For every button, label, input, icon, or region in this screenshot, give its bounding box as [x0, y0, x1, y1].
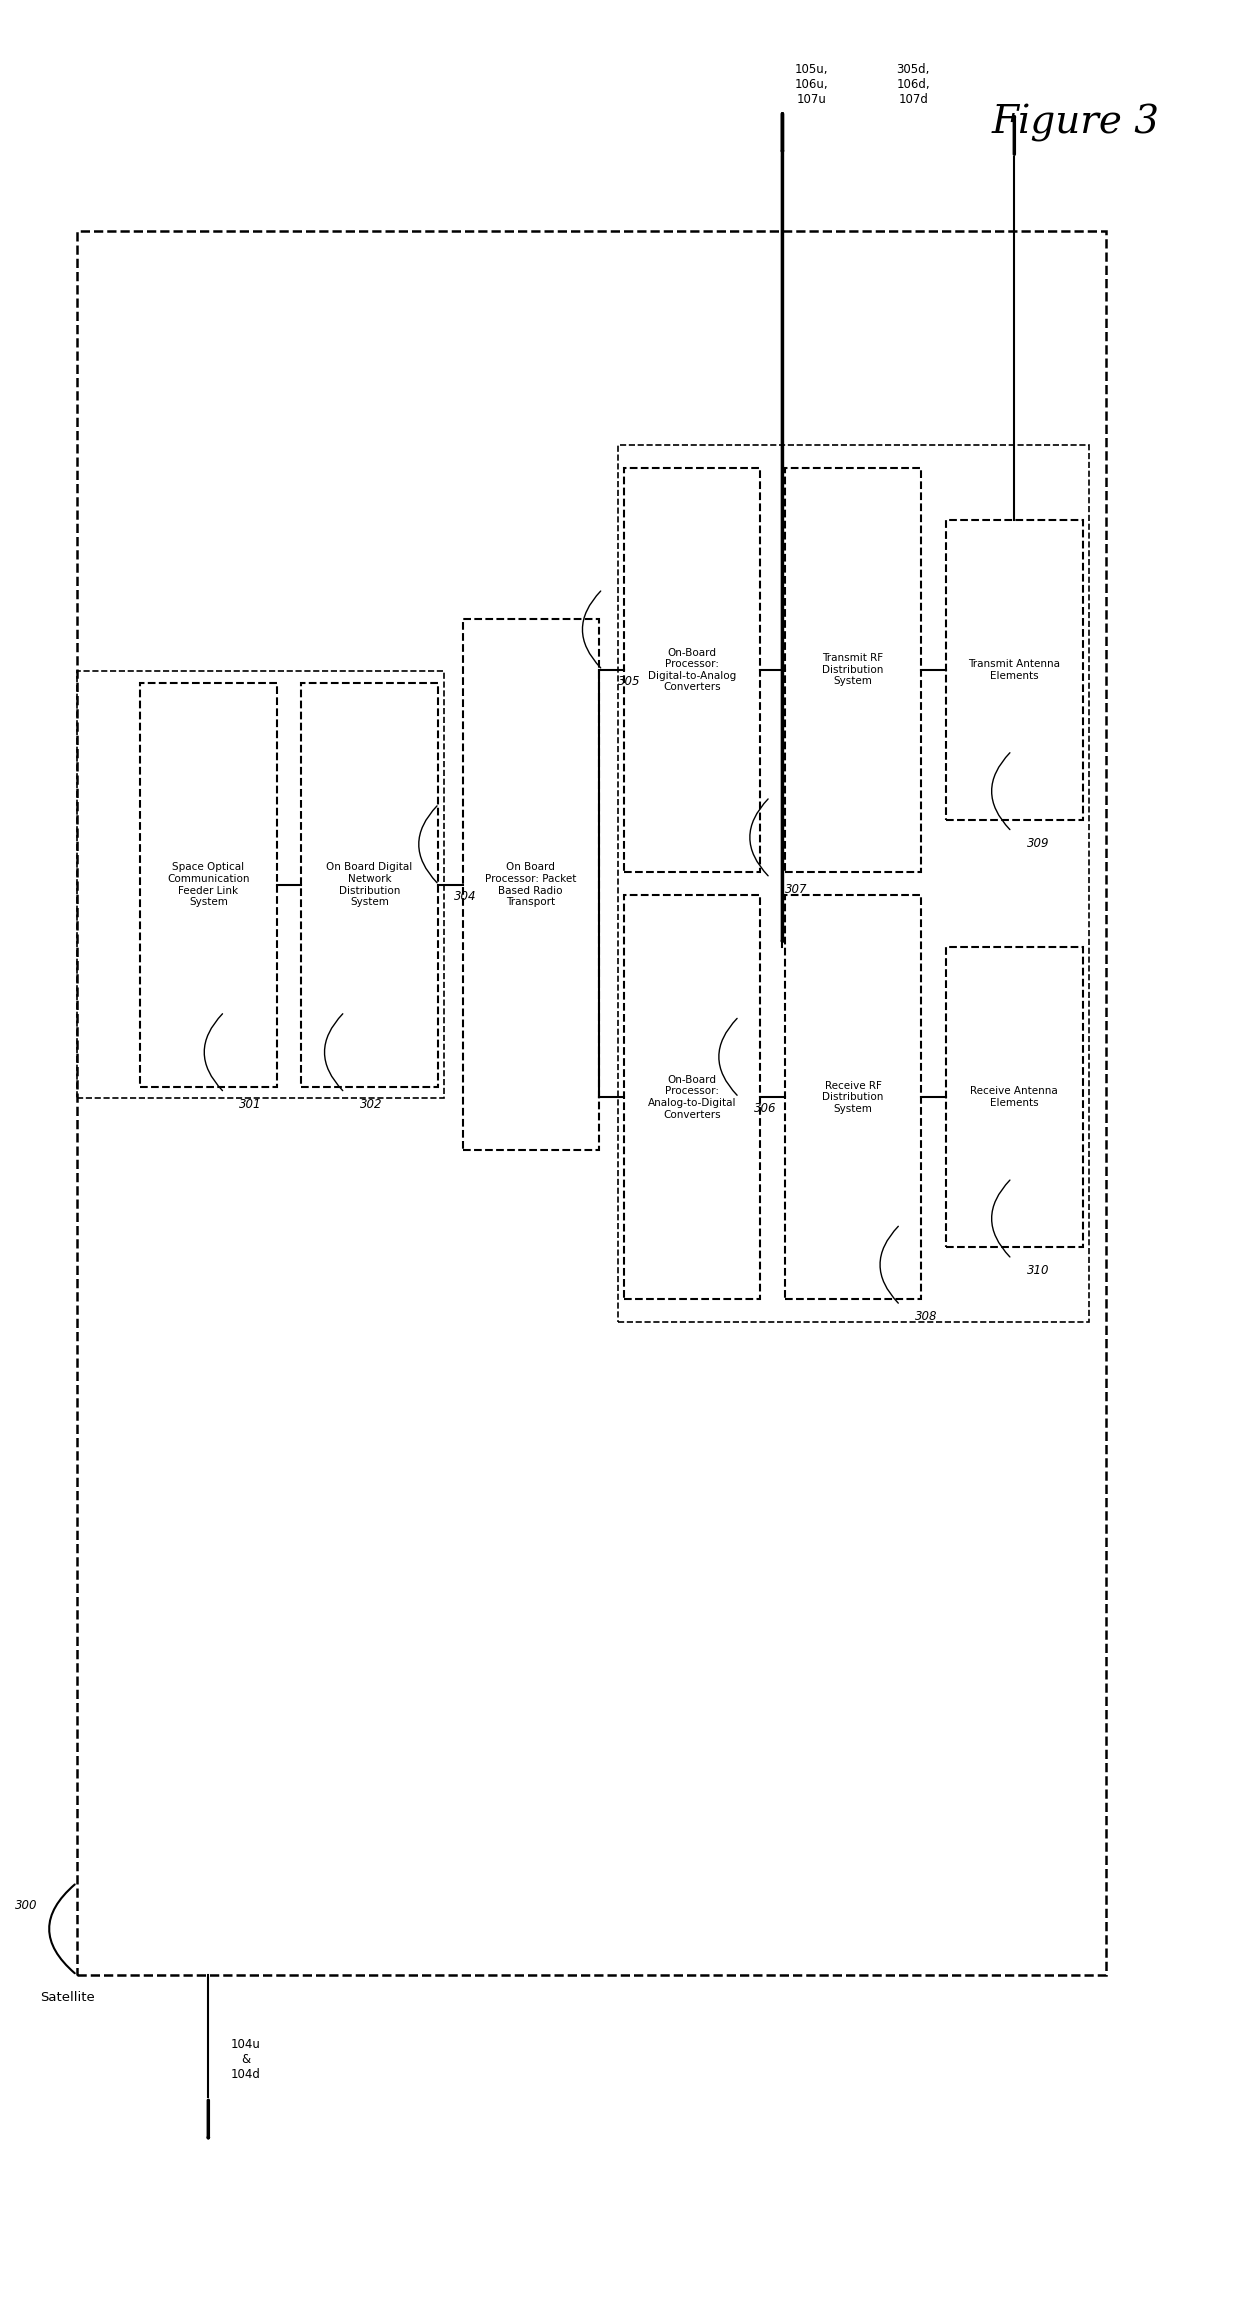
- Bar: [463, 619, 599, 1150]
- Bar: [140, 684, 277, 1088]
- Bar: [946, 947, 1083, 1247]
- Text: 306: 306: [754, 1102, 776, 1116]
- Bar: [624, 894, 760, 1298]
- Text: 309: 309: [1027, 836, 1049, 850]
- Text: 105u,
106u,
107u: 105u, 106u, 107u: [795, 62, 828, 106]
- Text: On-Board
Processor:
Analog-to-Digital
Converters: On-Board Processor: Analog-to-Digital Co…: [647, 1074, 737, 1120]
- Text: 300: 300: [15, 1899, 37, 1913]
- Bar: [618, 446, 1089, 1321]
- Text: Receive RF
Distribution
System: Receive RF Distribution System: [822, 1081, 884, 1113]
- Text: 301: 301: [239, 1097, 262, 1111]
- Text: 310: 310: [1027, 1264, 1049, 1277]
- Text: 305d,
106d,
107d: 305d, 106d, 107d: [897, 62, 930, 106]
- Text: 104u
&
104d: 104u & 104d: [231, 2037, 260, 2081]
- Bar: [785, 469, 921, 873]
- Bar: [785, 894, 921, 1298]
- Text: 304: 304: [454, 889, 476, 903]
- Text: On Board
Processor: Packet
Based Radio
Transport: On Board Processor: Packet Based Radio T…: [485, 862, 577, 908]
- Text: Transmit RF
Distribution
System: Transmit RF Distribution System: [822, 654, 884, 686]
- Bar: [77, 231, 1106, 1975]
- Text: On-Board
Processor:
Digital-to-Analog
Converters: On-Board Processor: Digital-to-Analog Co…: [647, 647, 737, 693]
- Text: Space Optical
Communication
Feeder Link
System: Space Optical Communication Feeder Link …: [167, 862, 249, 908]
- Text: Figure 3: Figure 3: [992, 104, 1159, 141]
- Text: 302: 302: [360, 1097, 382, 1111]
- Text: 308: 308: [915, 1310, 937, 1324]
- Bar: [77, 670, 444, 1100]
- Text: 305: 305: [618, 675, 640, 688]
- Text: On Board Digital
Network
Distribution
System: On Board Digital Network Distribution Sy…: [326, 862, 413, 908]
- Bar: [946, 520, 1083, 820]
- Bar: [301, 684, 438, 1088]
- Text: 307: 307: [785, 882, 807, 896]
- Text: Receive Antenna
Elements: Receive Antenna Elements: [971, 1086, 1058, 1109]
- Text: Satellite: Satellite: [40, 1991, 94, 2005]
- Text: Transmit Antenna
Elements: Transmit Antenna Elements: [968, 658, 1060, 681]
- Bar: [624, 469, 760, 873]
